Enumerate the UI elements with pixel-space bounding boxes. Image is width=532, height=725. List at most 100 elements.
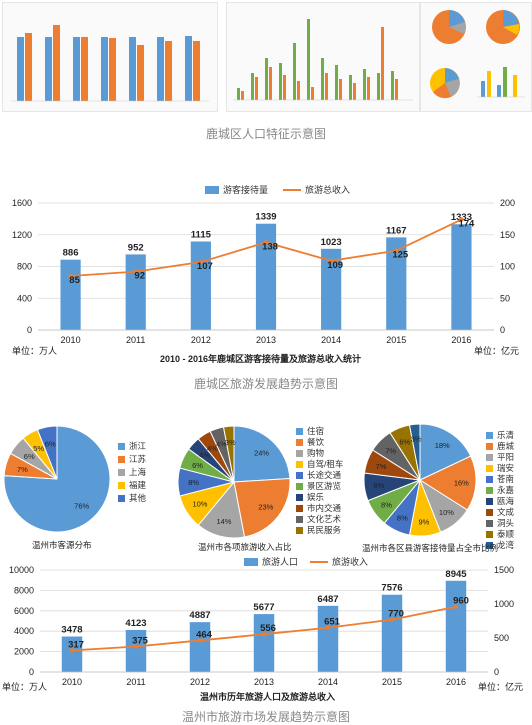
pie-legend-item: 福建 xyxy=(118,479,146,492)
legend-swatch-bar xyxy=(244,557,258,566)
bar xyxy=(125,629,147,672)
x-tick-label: 2014 xyxy=(318,677,338,687)
pie-slice-label: 14% xyxy=(216,517,231,526)
line-point xyxy=(68,273,73,279)
pie-legend-swatch xyxy=(118,469,125,476)
pie-slice-label: 3% xyxy=(411,435,422,444)
line-value-label: 375 xyxy=(132,636,149,647)
pie-legend-item: 苍南 xyxy=(486,474,514,485)
legend-swatch-line xyxy=(310,560,328,563)
pie-legend-swatch xyxy=(486,531,493,538)
line-point xyxy=(261,631,267,637)
population-thumbnail-right xyxy=(420,2,532,112)
wenzhou-caption: 温州市旅游市场发展趋势示意图 xyxy=(181,710,350,724)
bar xyxy=(60,259,81,330)
bar xyxy=(386,237,407,330)
pie-legend-label: 福建 xyxy=(129,480,147,490)
x-tick-label: 2015 xyxy=(382,677,402,687)
bar xyxy=(61,636,83,672)
line-value-label: 317 xyxy=(68,639,84,650)
line-value-label: 174 xyxy=(458,219,475,230)
wenzhou-legend-bar-label: 旅游人口 xyxy=(262,557,299,567)
pie-legend-swatch xyxy=(296,450,303,457)
y-right-tick-label: 100 xyxy=(500,262,515,272)
pie-legend-label: 乐清 xyxy=(497,430,515,440)
x-tick-label: 2016 xyxy=(451,335,471,345)
bar xyxy=(445,580,467,672)
line-value-label: 92 xyxy=(134,271,145,282)
pie-legend-item: 浙江 xyxy=(118,440,146,453)
pie-legend-swatch xyxy=(486,520,493,527)
pie-legend-swatch xyxy=(296,472,303,479)
pie-legend-label: 泰顺 xyxy=(497,529,515,539)
pie-legend-swatch xyxy=(296,516,303,523)
legend-swatch-bar xyxy=(205,185,219,194)
x-tick-label: 2016 xyxy=(446,677,466,687)
x-tick-label: 2012 xyxy=(190,677,210,687)
wenzhou-tourism-chart: 0 2000 4000 6000 8000 10000 0 500 1000 1500 3478 20… xyxy=(9,565,514,687)
y-left-tick-label: 10000 xyxy=(9,565,34,575)
pie-legend-label: 长途交通 xyxy=(307,470,342,480)
y-left-tick-label: 800 xyxy=(17,262,32,272)
pie-legend-item: 永嘉 xyxy=(486,485,514,496)
source-pie-legend: 浙江 江苏 上海 福建 其他 xyxy=(118,440,146,505)
bar-value-label: 4887 xyxy=(189,610,210,621)
pie-legend-swatch xyxy=(486,432,493,439)
bar-value-label: 952 xyxy=(128,242,144,253)
line-point xyxy=(459,217,464,222)
lucheng-right-unit: 单位：亿元 xyxy=(474,346,520,356)
population-thumbnail-middle xyxy=(226,2,420,112)
x-tick-label: 2015 xyxy=(386,335,406,345)
county-pie-title: 温州市各区县游客接待量占全市比例 xyxy=(362,543,499,553)
pie-legend-item: 餐饮 xyxy=(296,437,343,448)
wenzhou-right-unit: 单位：亿元 xyxy=(478,682,524,692)
pie-legend-item: 洞头 xyxy=(486,518,514,529)
pie-legend-swatch xyxy=(296,527,303,534)
pie-legend-label: 鹿城 xyxy=(497,441,515,451)
y-left-tick-label: 0 xyxy=(27,325,32,335)
population-caption: 鹿城区人口特征示意图 xyxy=(205,127,326,141)
y-right-tick-label: 200 xyxy=(500,198,515,208)
pie-legend-item: 上海 xyxy=(118,466,146,479)
pie-legend-swatch xyxy=(486,498,493,505)
pie-slice-label: 10% xyxy=(439,508,454,517)
pie-legend-item: 泰顺 xyxy=(486,529,514,540)
line-value-label: 138 xyxy=(262,241,278,252)
bar-value-label: 1115 xyxy=(191,229,212,240)
population-thumb-left-chart xyxy=(11,25,209,102)
wenzhou-legend-line: 旅游收入 xyxy=(310,555,368,568)
income-pie-chart: 24%23%14%10%8%6%4%4%4%3% xyxy=(177,425,291,539)
lucheng-tourism-chart: 0 400 800 1200 1600 0 50 100 150 200 886 2010 952 201… xyxy=(12,198,515,345)
bar-value-label: 6487 xyxy=(317,594,338,605)
bar-value-label: 1023 xyxy=(321,237,342,248)
pie-slice-label: 24% xyxy=(254,449,269,458)
bar-value-label: 7576 xyxy=(381,583,402,594)
pie-slice-label: 18% xyxy=(435,441,450,450)
x-tick-label: 2014 xyxy=(321,335,341,345)
line-value-label: 125 xyxy=(392,250,409,261)
population-thumb-right-pies xyxy=(430,10,525,99)
pie-legend-label: 龙湾 xyxy=(497,540,515,550)
y-right-tick-label: 1000 xyxy=(494,599,514,609)
pie-legend-label: 苍南 xyxy=(497,474,515,484)
bar xyxy=(190,241,211,330)
y-right-tick-label: 1500 xyxy=(494,565,514,575)
pie-legend-swatch xyxy=(118,495,125,502)
pie-slice-label: 8% xyxy=(381,500,392,509)
pie-slice xyxy=(233,425,291,483)
pie-slice-label: 76% xyxy=(74,501,89,510)
y-right-tick-label: 0 xyxy=(494,667,499,677)
pie-slice xyxy=(36,425,58,480)
y-right-tick-label: 50 xyxy=(500,293,510,303)
pie-legend-item: 民民服务 xyxy=(296,525,343,536)
lucheng-legend-bar-label: 游客接待量 xyxy=(223,185,269,195)
lucheng-caption: 鹿城区旅游发展趋势示意图 xyxy=(193,377,338,391)
line-value-label: 770 xyxy=(388,609,404,620)
line-value-label: 464 xyxy=(196,629,213,640)
bar xyxy=(255,223,277,330)
pie-legend-swatch xyxy=(296,461,303,468)
pie-legend-label: 购物 xyxy=(307,448,325,458)
lucheng-left-unit: 单位：万人 xyxy=(12,346,58,356)
line-point xyxy=(325,625,331,630)
pie-slice xyxy=(408,423,421,481)
